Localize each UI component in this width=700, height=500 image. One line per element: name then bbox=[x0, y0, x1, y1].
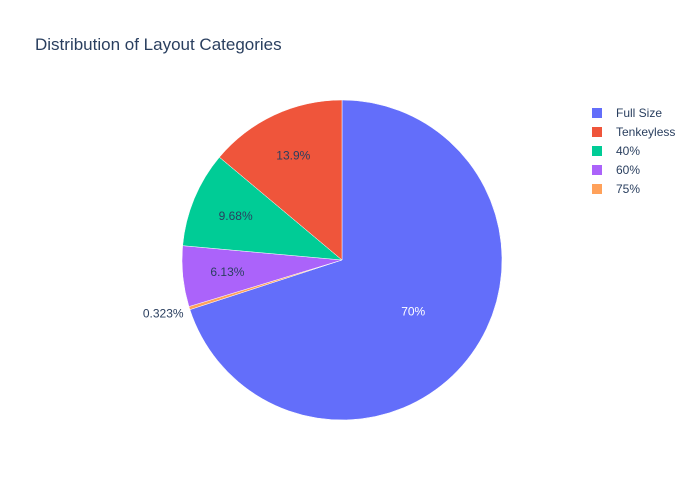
pie-slice-full-size[interactable] bbox=[189, 99, 503, 421]
legend: Full Size Tenkeyless 40% 60% 75% bbox=[592, 106, 675, 196]
legend-label: Tenkeyless bbox=[616, 125, 675, 139]
slice-label: 70% bbox=[401, 305, 425, 319]
legend-swatch bbox=[592, 108, 602, 118]
legend-item[interactable]: Tenkeyless bbox=[592, 125, 675, 139]
legend-label: Full Size bbox=[616, 106, 662, 120]
pie-slice-tenkeyless[interactable] bbox=[219, 99, 343, 261]
pie-slices bbox=[181, 99, 503, 421]
slice-label: 13.9% bbox=[276, 149, 310, 163]
pie-slice-40-[interactable] bbox=[182, 156, 343, 261]
legend-item[interactable]: 40% bbox=[592, 144, 640, 158]
legend-label: 40% bbox=[616, 144, 640, 158]
legend-item[interactable]: 75% bbox=[592, 182, 640, 196]
legend-swatch bbox=[592, 184, 602, 194]
legend-label: 75% bbox=[616, 182, 640, 196]
legend-swatch bbox=[592, 165, 602, 175]
chart-title: Distribution of Layout Categories bbox=[35, 35, 282, 54]
legend-item[interactable]: 60% bbox=[592, 163, 640, 177]
legend-swatch bbox=[592, 127, 602, 137]
legend-swatch bbox=[592, 146, 602, 156]
pie-slice-labels: 70% 0.323% 6.13% 9.68% 13.9% bbox=[143, 149, 426, 321]
slice-label: 9.68% bbox=[219, 209, 253, 223]
legend-label: 60% bbox=[616, 163, 640, 177]
slice-label: 6.13% bbox=[210, 265, 244, 279]
legend-item[interactable]: Full Size bbox=[592, 106, 662, 120]
slice-label: 0.323% bbox=[143, 306, 184, 320]
